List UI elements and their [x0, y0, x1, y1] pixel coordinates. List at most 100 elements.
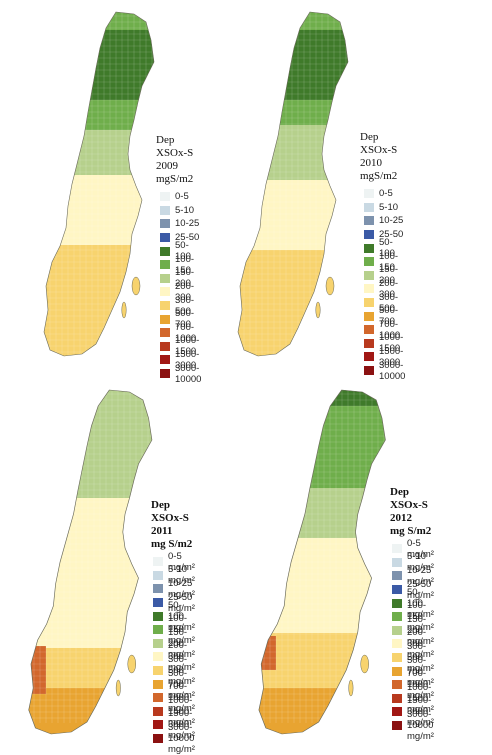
legend-swatch — [364, 216, 374, 226]
legend-label: 100-150 — [379, 250, 399, 273]
legend-swatch — [160, 219, 170, 229]
deposition-zone — [258, 538, 386, 633]
legend-swatch — [392, 721, 402, 731]
legend-item: 150-200 mg/m² — [153, 627, 195, 660]
legend-label: 25-50 — [175, 232, 200, 244]
legend-label: 100-150 mg/m² — [168, 613, 195, 647]
legend-label: 3000-10000 mg/m² — [168, 722, 195, 755]
legend-swatch — [153, 557, 163, 567]
legend-item: 1500-3000 — [364, 346, 405, 368]
legend-item: 1000-1500 mg/m² — [153, 695, 195, 728]
legend-swatch — [392, 625, 402, 635]
legend-label: 300-500 mg/m² — [407, 641, 434, 675]
sweden-deposition-map-2011 — [28, 389, 153, 735]
legend-swatch — [153, 652, 163, 662]
legend-item: 100-150 mg/m² — [153, 613, 195, 646]
legend-label: 1000-1500 mg/m² — [407, 681, 434, 715]
legend-label: 0-5 — [379, 188, 393, 200]
legend-swatch — [392, 544, 402, 554]
legend-item: 700-1000 — [364, 319, 405, 341]
legend-swatch — [364, 230, 374, 240]
legend-item: 1000-1500 mg/m² — [392, 682, 434, 715]
high-deposition-zone — [258, 636, 276, 670]
legend-label: 300-500 — [175, 294, 195, 317]
legend-swatch — [153, 584, 163, 594]
legend-item: 25-50 mg/m² — [153, 592, 195, 614]
legend-label: 1500-3000 — [175, 348, 200, 371]
legend-item: 50-100 — [364, 237, 405, 259]
legend-label: 5-10 mg/m² — [407, 551, 434, 574]
legend-item: 25-50 — [364, 228, 405, 242]
legend-swatch — [160, 369, 170, 379]
legend-swatch — [160, 355, 170, 365]
legend-label: 5-10 — [379, 201, 399, 213]
sweden-deposition-map-2010 — [237, 11, 349, 357]
legend-swatch — [364, 366, 374, 376]
legend-swatch — [364, 311, 374, 321]
legend-item: 300-500 mg/m² — [392, 641, 434, 674]
legend-item: 25-50 mg/m² — [392, 579, 434, 601]
legend-swatch — [392, 598, 402, 608]
coastline — [258, 389, 386, 735]
legend-label: 10-25 mg/m² — [168, 577, 195, 600]
legend-item: 0-5 mg/m² — [153, 551, 195, 573]
legend-label: 10-25 — [175, 218, 200, 230]
legend-label: 25-50 — [379, 229, 404, 241]
legend-item: 1500-3000 — [160, 349, 201, 371]
legend-item: 100-150 — [364, 251, 405, 273]
legend-item: 3000-10000 — [160, 363, 201, 385]
legend-item: 0-5 mg/m² — [392, 538, 434, 560]
legend-item: 150-200 mg/m² — [392, 614, 434, 647]
legend-item: 1000-1500 — [160, 335, 201, 357]
legend-item: 700-1000 — [160, 322, 201, 344]
legend-swatch — [392, 707, 402, 717]
legend-swatch — [153, 666, 163, 676]
legend-item: 500-700 mg/m² — [153, 668, 195, 701]
legend-swatch — [153, 598, 163, 608]
legend-label: 50-100 — [175, 240, 191, 263]
legend-item: 25-50 — [160, 231, 201, 245]
legend-swatch — [364, 270, 374, 280]
deposition-zone — [258, 488, 386, 538]
legend-item: 3000-10000 — [364, 360, 405, 382]
island — [325, 276, 335, 296]
legend-title: Dep XSOx-S 2012 — [390, 486, 428, 524]
legend-swatch — [364, 257, 374, 267]
legend-item: 700-1000 mg/m² — [392, 668, 434, 701]
legend-swatch — [364, 284, 374, 294]
legend-swatch — [392, 571, 402, 581]
legend-item: 300-500 — [160, 295, 201, 317]
legend-label: 200-300 — [379, 277, 399, 300]
legend-item: 50-100 mg/m² — [153, 600, 195, 633]
legend-swatch — [160, 287, 170, 297]
legend-label: 5-10 — [175, 204, 195, 216]
legend-swatch — [160, 233, 170, 243]
coastline — [28, 389, 153, 735]
legend-swatch — [364, 243, 374, 253]
island — [121, 301, 127, 319]
legend-item: 10-25 mg/m² — [153, 578, 195, 600]
legend-unit: mg S/m2 — [151, 538, 193, 550]
legend-item: 5-10 — [364, 201, 405, 215]
legend-label: 200-300 mg/m² — [407, 627, 434, 661]
legend-label: 50-100 mg/m² — [407, 586, 434, 620]
legend-swatch — [153, 638, 163, 648]
legend-label: 700-1000 mg/m² — [407, 668, 434, 702]
legend-item: 50-100 mg/m² — [392, 587, 434, 620]
legend-label: 0-5 mg/m² — [168, 550, 195, 573]
legend-item: 10-25 — [364, 214, 405, 228]
island — [315, 301, 321, 319]
legend-label: 10-25 — [379, 215, 404, 227]
sweden-deposition-map-2009 — [43, 11, 155, 357]
legend-swatch — [160, 341, 170, 351]
legend-item: 5-10 mg/m² — [153, 564, 195, 586]
legend-label: 500-700 mg/m² — [168, 667, 195, 701]
legend-swatch — [392, 557, 402, 567]
legend-item: 200-300 mg/m² — [392, 627, 434, 660]
legend-item: 10-25 — [160, 217, 201, 231]
coastline — [43, 11, 155, 357]
legend-item: 0-5 — [364, 187, 405, 201]
deposition-zone — [28, 390, 152, 428]
legend-title: Dep XSOx-S 2011 — [151, 499, 189, 537]
legend-item: 200-300 mg/m² — [153, 640, 195, 673]
